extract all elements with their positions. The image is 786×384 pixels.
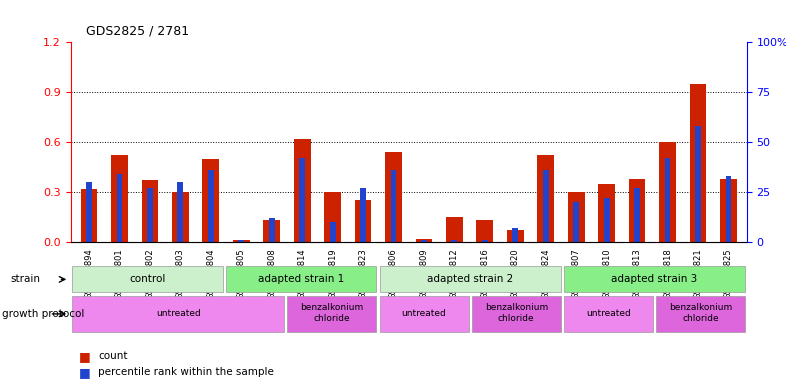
Bar [203,159,219,242]
Text: untreated: untreated [586,309,631,318]
Bar [385,152,402,242]
Bar [72,296,285,332]
Bar [391,170,396,242]
Text: count: count [98,351,128,361]
Text: benzalkonium
chloride: benzalkonium chloride [485,303,548,323]
Text: adapted strain 3: adapted strain 3 [612,274,698,284]
Bar [665,158,670,242]
Text: adapted strain 1: adapted strain 1 [258,274,344,284]
Text: benzalkonium
chloride: benzalkonium chloride [669,303,733,323]
Bar [116,174,123,242]
Bar [512,228,518,242]
Text: benzalkonium
chloride: benzalkonium chloride [300,303,364,323]
Text: growth protocol: growth protocol [2,309,84,319]
Bar [147,188,152,242]
Bar [269,218,274,242]
Bar [421,240,427,242]
Bar [226,266,376,292]
Bar [172,192,189,242]
Text: adapted strain 2: adapted strain 2 [427,274,513,284]
Bar [354,200,372,242]
Bar [111,156,128,242]
Text: strain: strain [10,274,40,285]
Bar [288,296,376,332]
Bar [656,296,745,332]
Bar [451,240,457,242]
Bar [564,266,745,292]
Bar [472,296,561,332]
Bar [263,220,280,242]
Bar [238,240,244,242]
Bar [416,238,432,242]
Text: percentile rank within the sample: percentile rank within the sample [98,367,274,377]
Bar [659,142,676,242]
Bar [507,230,523,242]
Bar [720,179,736,242]
Bar [564,296,653,332]
Bar [72,266,223,292]
Bar [725,176,731,242]
Bar [538,156,554,242]
Text: ■: ■ [79,350,90,363]
Bar [476,220,494,242]
Bar [81,189,97,242]
Bar [233,240,250,242]
Bar [598,184,615,242]
Text: untreated: untreated [156,309,200,318]
Bar [482,240,488,242]
Bar [689,84,707,242]
Bar [543,170,549,242]
Bar [567,192,585,242]
Text: ■: ■ [79,366,90,379]
Bar [573,202,579,242]
Bar [299,158,305,242]
Bar [695,126,701,242]
Bar [360,188,366,242]
Bar [604,198,610,242]
Bar [141,180,158,242]
Bar [329,222,336,242]
Bar [86,182,92,242]
Bar [294,139,310,242]
Bar [380,266,560,292]
Bar [380,296,468,332]
Bar [446,217,463,242]
Text: GDS2825 / 2781: GDS2825 / 2781 [86,25,189,38]
Text: control: control [130,274,166,284]
Bar [324,192,341,242]
Bar [629,179,645,242]
Bar [634,188,640,242]
Bar [178,182,183,242]
Text: untreated: untreated [402,309,446,318]
Bar [208,170,214,242]
